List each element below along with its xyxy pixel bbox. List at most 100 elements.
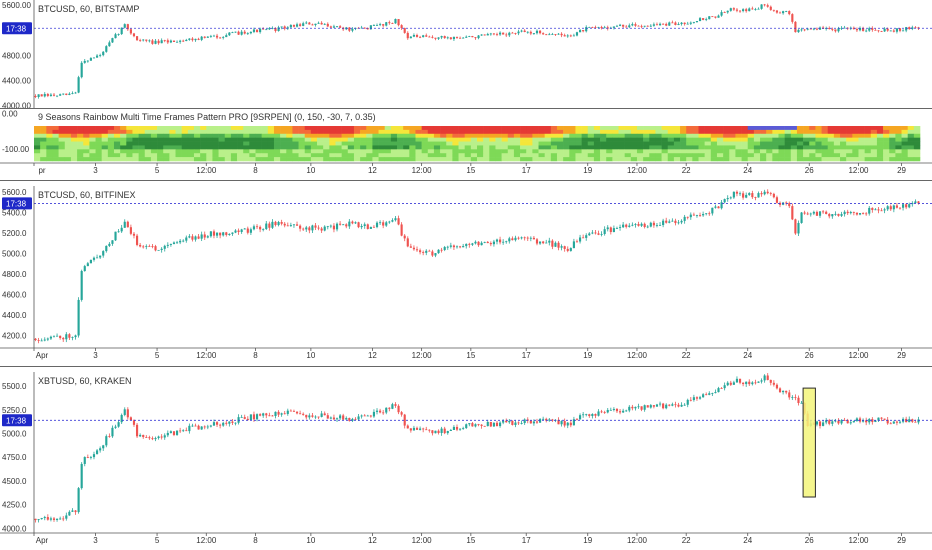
heat-cell <box>624 153 632 158</box>
heat-cell <box>556 137 564 142</box>
candle-body <box>188 38 191 40</box>
candle <box>185 38 188 42</box>
candle-body <box>492 422 495 427</box>
candle-body <box>437 37 440 39</box>
heat-cell <box>157 129 164 135</box>
heat-cell <box>77 149 84 154</box>
candle <box>154 244 157 252</box>
heat-cell <box>840 126 847 131</box>
heat-cell <box>569 153 576 158</box>
candle <box>498 31 502 36</box>
candle-body <box>71 93 74 94</box>
candle <box>255 224 259 229</box>
heat-cell <box>150 153 158 158</box>
candle <box>228 421 231 427</box>
candle <box>588 26 591 28</box>
heat-cell <box>181 141 189 146</box>
candle <box>483 425 486 427</box>
candle <box>628 223 631 228</box>
heat-cell <box>698 129 705 135</box>
heat-cell <box>550 141 558 146</box>
heat-cell <box>298 133 306 138</box>
x-tick-label: 17 <box>522 351 531 360</box>
candle-body <box>649 405 652 408</box>
candle-body <box>219 37 222 39</box>
heat-cell <box>833 141 841 146</box>
y-tick-label: 4750.0 <box>2 453 27 462</box>
candle <box>686 216 689 220</box>
heat-cell <box>821 149 829 154</box>
heat-cell <box>846 137 853 142</box>
candle <box>194 38 197 42</box>
candle-body <box>788 392 791 398</box>
heat-cell <box>729 137 736 142</box>
heat-cell <box>397 149 404 154</box>
heat-cell <box>286 145 293 150</box>
heat-cell <box>446 137 453 142</box>
candle-body <box>375 25 379 26</box>
x-tick-label: 26 <box>805 536 814 545</box>
heat-cell <box>273 137 281 142</box>
candle-body <box>452 36 456 40</box>
heat-cell <box>144 141 152 146</box>
candle <box>849 210 852 215</box>
heat-cell <box>384 137 392 142</box>
candle-body <box>572 419 575 426</box>
candle <box>692 394 695 402</box>
candle <box>557 417 560 425</box>
heat-cell <box>83 129 90 135</box>
candle <box>295 411 299 415</box>
candle-body <box>815 28 819 30</box>
candle-body <box>748 8 751 12</box>
heat-cell <box>169 126 176 131</box>
heat-cell <box>833 157 841 162</box>
candle <box>323 23 326 26</box>
candle <box>385 407 388 415</box>
heat-cell <box>569 149 576 154</box>
candle-body <box>794 219 797 234</box>
heat-cell <box>107 145 115 150</box>
heat-cell <box>458 153 465 158</box>
candle-body <box>532 33 535 34</box>
heat-cell <box>796 149 804 154</box>
candle <box>249 227 252 235</box>
heat-cell <box>83 133 90 138</box>
heat-cell <box>766 126 773 131</box>
candle-body <box>738 193 742 195</box>
candle <box>295 221 299 226</box>
heat-cell <box>883 126 890 131</box>
candle <box>652 405 655 409</box>
heat-cell <box>230 153 238 158</box>
candle <box>545 33 548 36</box>
candle <box>852 26 855 30</box>
candle-body <box>342 415 345 420</box>
candle <box>212 34 216 37</box>
candle <box>754 379 757 385</box>
candle-body <box>126 221 129 228</box>
heat-cell <box>403 153 410 158</box>
heat-cell <box>864 149 872 154</box>
candle <box>800 401 803 404</box>
candle <box>591 26 594 28</box>
heat-cell <box>532 129 539 135</box>
candle-body <box>440 249 443 251</box>
heat-cell <box>200 153 207 158</box>
candle-body <box>643 25 646 27</box>
candle <box>852 420 855 423</box>
candle <box>419 248 422 255</box>
heat-cell <box>895 126 902 131</box>
candle <box>477 241 480 247</box>
heat-cell <box>643 149 650 154</box>
candle <box>412 425 416 431</box>
candle-body <box>637 224 640 226</box>
heat-cell <box>735 137 742 142</box>
heat-cell <box>649 145 656 150</box>
candle <box>523 418 526 425</box>
heat-cell <box>144 133 152 138</box>
candle <box>865 417 868 426</box>
candle-body <box>200 36 203 40</box>
heat-cell <box>52 153 59 158</box>
heat-cell <box>286 141 293 146</box>
heat-cell <box>563 129 570 135</box>
heat-cell <box>286 133 293 138</box>
